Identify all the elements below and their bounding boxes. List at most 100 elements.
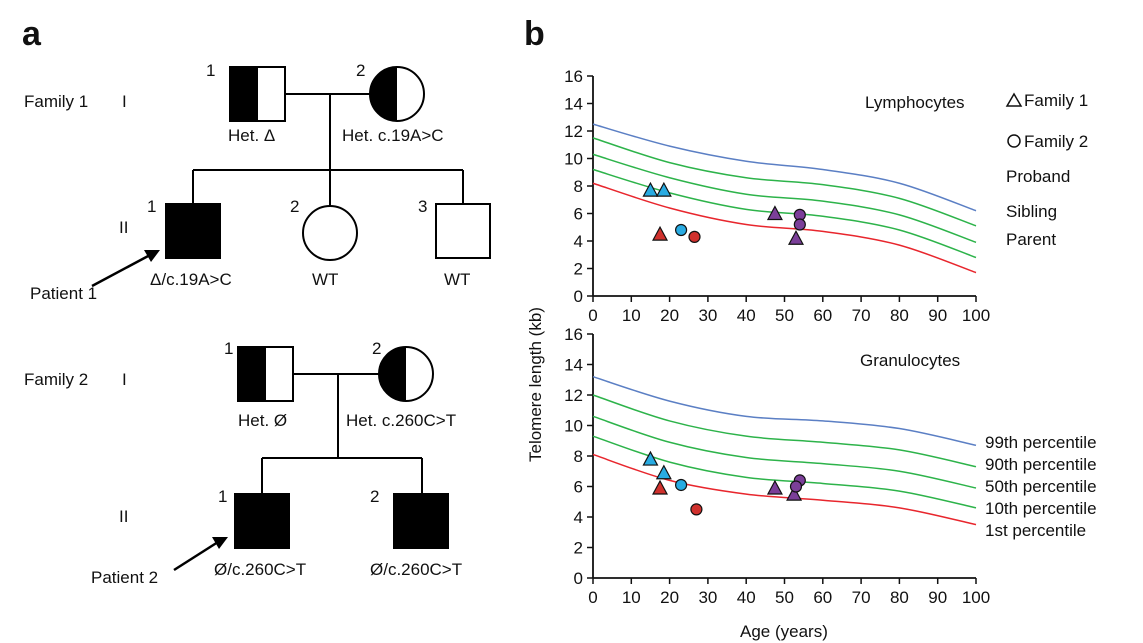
f2-father-genotype: Het. Ø <box>238 411 287 430</box>
gran-point-circle <box>789 480 803 493</box>
f2-father-number: 1 <box>224 339 233 358</box>
f1-mother-genotype: Het. c.19A>C <box>342 126 444 145</box>
f1-mother-number: 2 <box>356 61 365 80</box>
gran-percentile-curve <box>592 394 977 468</box>
gran-y-tick-label: 0 <box>574 569 583 588</box>
lymph-percentile-curve <box>592 137 977 227</box>
f1-child3-square <box>435 203 491 259</box>
f1-child2-number: 2 <box>290 197 299 216</box>
lymph-x-tick-label: 30 <box>698 306 717 325</box>
gran-y-tick-label: 16 <box>564 325 583 344</box>
f2-mother-genotype: Het. c.260C>T <box>346 411 456 430</box>
lymph-percentile-curve <box>592 182 977 274</box>
f2-child1-number: 1 <box>218 487 227 506</box>
lymph-y-tick-label: 4 <box>574 232 583 251</box>
f1-father-fill <box>230 67 258 121</box>
gran-point-circle <box>674 478 688 492</box>
lymph-y-tick-label: 16 <box>564 67 583 86</box>
f1-child3-number: 3 <box>418 197 427 216</box>
f2-father-fill <box>238 347 266 401</box>
lymph-x-tick-label: 90 <box>928 306 947 325</box>
lymph-x-tick-label: 20 <box>660 306 679 325</box>
lymph-y-tick-label: 0 <box>574 287 583 306</box>
f1-child3-genotype: WT <box>444 270 470 289</box>
gran-y-tick-label: 2 <box>574 539 583 558</box>
legend-circle-icon <box>1007 134 1021 148</box>
lymph-point-triangle <box>652 225 669 241</box>
lymph-x-tick-label: 40 <box>737 306 756 325</box>
lymph-point-triangle <box>655 181 672 197</box>
lymph-x-tick-label: 100 <box>962 306 990 325</box>
patient-1-label: Patient 1 <box>30 284 97 303</box>
legend: Family 1 Family 2 Proband Sibling Parent <box>1005 91 1088 249</box>
gran-y-tick-label: 14 <box>564 356 583 375</box>
lymph-x-tick-label: 60 <box>813 306 832 325</box>
legend-family-1: Family 1 <box>1024 91 1088 110</box>
family-1-pedigree: Family 1 I II 1 Het. Δ 2 Het. c.19A>C 1 … <box>24 61 491 303</box>
generation-i-label-2: I <box>122 370 127 389</box>
legend-proband: Proband <box>1006 167 1070 186</box>
family-2-pedigree: Family 2 I II 1 Het. Ø 2 Het. c.260C>T 1… <box>24 339 462 587</box>
lymph-x-tick-label: 50 <box>775 306 794 325</box>
y-axis-label: Telomere length (kb) <box>526 307 545 462</box>
f1-child1-number: 1 <box>147 197 156 216</box>
gran-point-triangle <box>655 464 672 480</box>
percentile-label-50: 50th percentile <box>985 477 1097 496</box>
gran-y-tick-label: 12 <box>564 386 583 405</box>
panel-a: a Family 1 I II 1 Het. Δ 2 Het. c.19A>C <box>22 15 491 587</box>
percentile-labels: 99th percentile 90th percentile 50th per… <box>985 433 1097 540</box>
percentile-label-90: 90th percentile <box>985 455 1097 474</box>
f1-child1-affected-square <box>165 203 221 259</box>
percentile-label-10: 10th percentile <box>985 499 1097 518</box>
gran-x-tick-label: 30 <box>698 588 717 607</box>
lymph-point-triangle <box>642 181 659 197</box>
gran-x-tick-label: 60 <box>813 588 832 607</box>
patient-2-arrow <box>173 540 219 572</box>
gran-x-tick-label: 100 <box>962 588 990 607</box>
lymph-x-tick-label: 70 <box>852 306 871 325</box>
family-2-label: Family 2 <box>24 370 88 389</box>
legend-parent: Parent <box>1006 230 1056 249</box>
gran-point-triangle <box>652 479 669 495</box>
granulocytes-chart: 0 2 4 6 8 10 12 14 16 0 10 20 30 40 50 60 70 80 90 100 Granu… <box>564 325 990 607</box>
patient-2-label: Patient 2 <box>91 568 158 587</box>
lymph-percentile-curve <box>592 153 977 244</box>
generation-ii-label-2: II <box>119 507 128 526</box>
lymph-y-tick-label: 2 <box>574 260 583 279</box>
generation-i-label: I <box>122 92 127 111</box>
gran-point-triangle <box>766 479 783 495</box>
lymph-x-tick-label: 10 <box>622 306 641 325</box>
lymph-y-tick-label: 6 <box>574 205 583 224</box>
lymph-y-tick-label: 12 <box>564 122 583 141</box>
f2-child2-affected-square <box>393 493 449 549</box>
patient-1-arrow <box>91 253 151 288</box>
lymph-y-tick-label: 8 <box>574 177 583 196</box>
gran-point-triangle <box>786 485 803 501</box>
lymph-point-triangle <box>787 229 804 245</box>
lymph-x-tick-label: 80 <box>890 306 909 325</box>
gran-y-tick-label: 4 <box>574 508 583 527</box>
patient-2-arrowhead <box>212 537 228 549</box>
f2-mother-fill <box>379 347 406 401</box>
gran-percentile-curve <box>592 435 977 509</box>
gran-x-tick-label: 0 <box>588 588 597 607</box>
gran-y-tick-label: 10 <box>564 417 583 436</box>
gran-x-tick-label: 40 <box>737 588 756 607</box>
gran-x-tick-label: 90 <box>928 588 947 607</box>
gran-x-tick-label: 50 <box>775 588 794 607</box>
lymph-x-tick-label: 0 <box>588 306 597 325</box>
gran-point-circle <box>690 503 703 516</box>
f1-father-genotype: Het. Δ <box>228 126 275 145</box>
legend-triangle-icon <box>1005 92 1023 107</box>
gran-x-tick-label: 10 <box>622 588 641 607</box>
gran-x-tick-label: 20 <box>660 588 679 607</box>
f1-father-number: 1 <box>206 61 215 80</box>
lymph-chart-title: Lymphocytes <box>865 93 965 112</box>
panel-b-label: b <box>524 15 545 53</box>
lymph-point-circle <box>674 223 688 237</box>
gran-percentile-curve <box>592 415 977 489</box>
lymph-point-triangle <box>766 205 783 221</box>
f1-mother-fill <box>370 67 397 121</box>
f1-child1-genotype: Δ/c.19A>C <box>150 270 232 289</box>
